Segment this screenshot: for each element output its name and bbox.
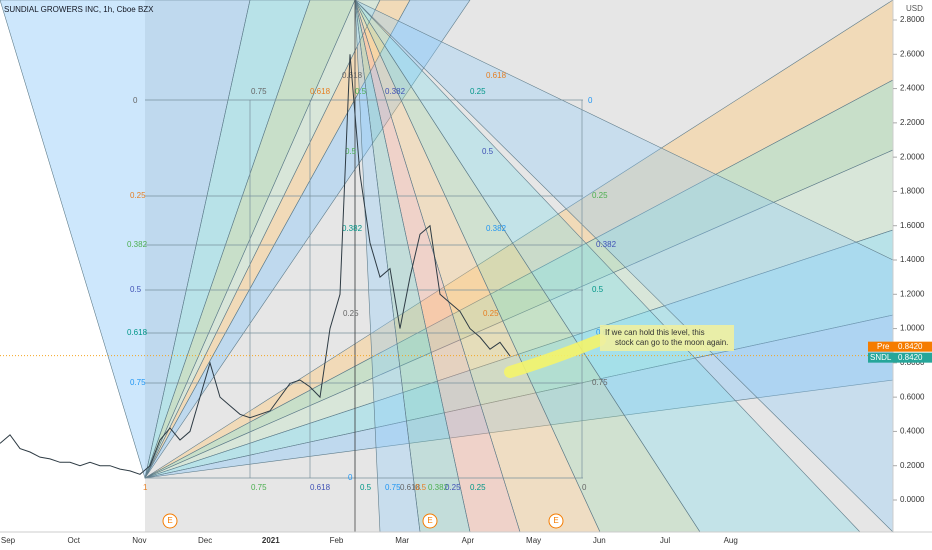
earnings-label: E	[427, 516, 432, 525]
pre-label: Pre	[877, 342, 890, 351]
y-tick-label: 1.8000	[900, 187, 925, 196]
y-tick-label: 2.2000	[900, 118, 925, 127]
fan-wedge	[144, 0, 471, 479]
pre-tag	[868, 341, 932, 352]
fan-label: 0.25	[343, 309, 359, 318]
fan-label: 0.5	[360, 483, 372, 492]
x-tick-label: Aug	[724, 536, 738, 545]
earnings-marker	[422, 513, 438, 529]
price-line	[0, 54, 511, 475]
fan-label: 0.382	[486, 224, 507, 233]
fan-label: 0.75	[385, 483, 401, 492]
annotation: If we can hold this level, this stock can…	[605, 328, 728, 347]
fan-label: 0	[348, 473, 353, 482]
symbol-label: SNDL	[870, 353, 892, 362]
x-tick-label: Feb	[330, 536, 344, 545]
y-tick-label: 2.0000	[900, 152, 925, 161]
fan-label: 0	[133, 96, 138, 105]
fan-label: 0	[588, 96, 593, 105]
x-tick-label: Mar	[395, 536, 409, 545]
fan-label: 0.618	[310, 483, 331, 492]
fan-label: 0.618	[486, 71, 507, 80]
fan-label: 1	[143, 483, 148, 492]
fan-label: 0.618	[127, 328, 148, 337]
fan-label: 0.75	[130, 378, 146, 387]
fan-label: 0.25	[483, 309, 499, 318]
x-tick-label: Jun	[593, 536, 606, 545]
fan-label: 0.382	[596, 240, 617, 249]
symbol-price: 0.8420	[898, 353, 923, 362]
fan-label: 0.382	[127, 240, 148, 249]
y-tick-label: 0.6000	[900, 392, 925, 401]
fan-label: 0.618	[400, 483, 421, 492]
y-tick-label: 0.4000	[900, 427, 925, 436]
currency: USD	[906, 4, 923, 13]
pre-price: 0.8420	[898, 342, 923, 351]
y-tick-label: 2.4000	[900, 84, 925, 93]
fan-label: 0.25	[445, 483, 461, 492]
fan-label: 0.5	[415, 483, 427, 492]
x-tick-label: Jul	[660, 536, 670, 545]
x-tick-label: Oct	[67, 536, 80, 545]
x-tick-label: Dec	[198, 536, 212, 545]
earnings-marker	[548, 513, 564, 529]
range-shade	[145, 0, 893, 532]
y-tick-label: 0.2000	[900, 461, 925, 470]
x-tick-label: 2021	[262, 536, 280, 545]
y-tick-label: 1.6000	[900, 221, 925, 230]
earnings-marker	[162, 513, 178, 529]
y-tick-label: 1.2000	[900, 289, 925, 298]
fan-label: 0.5	[345, 147, 357, 156]
fan-label: 0.75	[592, 378, 608, 387]
symbol-tag	[868, 352, 932, 363]
fan-label: 0.5	[592, 285, 604, 294]
x-tick-label: Nov	[132, 536, 146, 545]
fan-label: 0.25	[592, 191, 608, 200]
fan-label: 0.25	[470, 87, 486, 96]
x-tick-label: Apr	[462, 536, 475, 545]
y-tick-label: 1.4000	[900, 255, 925, 264]
x-tick-label: May	[526, 536, 541, 545]
fan-label: 0.382	[342, 224, 363, 233]
fan-label: 0.75	[251, 87, 267, 96]
fan-label: 0.382	[385, 87, 406, 96]
fan-label: 0.75	[251, 483, 267, 492]
fan-label: 0.618	[342, 71, 363, 80]
y-tick-label: 0.0000	[900, 495, 925, 504]
earnings-label: E	[553, 516, 558, 525]
earnings-label: E	[167, 516, 172, 525]
annotation-box	[600, 325, 734, 351]
fan-label: 0.5	[482, 147, 494, 156]
fan-label: 0.5	[130, 285, 142, 294]
fan-label: 0.25	[470, 483, 486, 492]
fan-label: 0.618	[310, 87, 331, 96]
chart-title: SUNDIAL GROWERS INC, 1h, Cboe BZX	[4, 5, 154, 14]
highlight-stroke	[504, 334, 606, 378]
fan-label: 0.25	[130, 191, 146, 200]
x-tick-label: Sep	[1, 536, 16, 545]
y-tick-label: 2.6000	[900, 49, 925, 58]
fan-label: 0.382	[428, 483, 449, 492]
fan-label: 0	[582, 483, 587, 492]
y-tick-label: 2.8000	[900, 15, 925, 24]
y-tick-label: 1.0000	[900, 324, 925, 333]
fan-label: 0.5	[355, 87, 367, 96]
